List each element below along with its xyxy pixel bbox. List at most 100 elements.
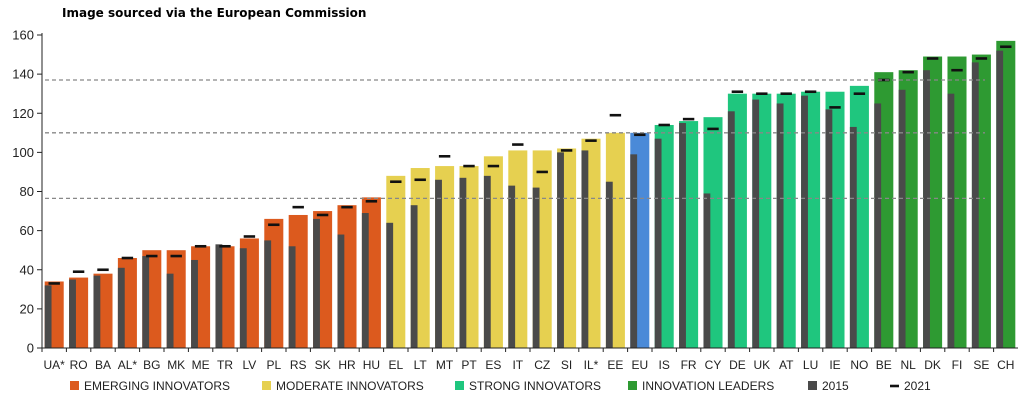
bar-2015-PL xyxy=(264,240,272,348)
x-tick-label: DE xyxy=(729,358,746,372)
legend-swatch-emerging xyxy=(70,381,79,390)
x-tick-label: RS xyxy=(290,358,307,372)
bar-2015-SI xyxy=(557,152,564,348)
bar-2015-PT xyxy=(459,177,467,348)
x-tick-label: IL* xyxy=(584,358,599,372)
x-tick-label: ES xyxy=(485,358,501,372)
bar-2015-IT xyxy=(508,185,516,348)
y-tick-label: 140 xyxy=(12,67,34,82)
bar-2015-BA xyxy=(93,275,101,348)
x-tick-label: IE xyxy=(829,358,840,372)
x-tick-label: PL xyxy=(266,358,281,372)
x-tick-label: FR xyxy=(681,358,697,372)
x-tick-label: LV xyxy=(243,358,257,372)
bar-2015-EE xyxy=(605,181,613,348)
bar-2015-MT xyxy=(435,179,442,348)
y-tick-label: 60 xyxy=(20,223,34,238)
x-tick-label: LU xyxy=(803,358,818,372)
x-tick-label: DK xyxy=(924,358,941,372)
legend-label-emerging: EMERGING INNOVATORS xyxy=(84,379,230,393)
x-tick-label: UK xyxy=(753,358,770,372)
bar-2015-HR xyxy=(337,234,345,348)
y-tick-label: 20 xyxy=(20,301,34,316)
x-tick-label: NO xyxy=(850,358,868,372)
x-tick-label: SK xyxy=(315,358,331,372)
bar-2015-UA xyxy=(44,285,52,348)
x-tick-label: MK xyxy=(167,358,185,372)
x-tick-label: CY xyxy=(705,358,722,372)
y-tick-label: 80 xyxy=(20,184,34,199)
y-tick-label: 0 xyxy=(27,341,34,356)
bar-2015-FI xyxy=(947,93,955,348)
x-tick-label: EL xyxy=(388,358,403,372)
bar-2015-IE xyxy=(825,109,833,349)
bar-2015-SE xyxy=(971,62,979,348)
bar-2015-EU xyxy=(630,154,638,348)
legend-swatch-strong xyxy=(455,381,464,390)
bar-2015-IS xyxy=(654,138,662,348)
bar-2015-NO xyxy=(849,126,857,348)
x-tick-label: NL xyxy=(901,358,917,372)
bar-2015-AL xyxy=(117,267,125,348)
x-tick-label: HU xyxy=(363,358,380,372)
x-tick-label: SE xyxy=(973,358,989,372)
bar-2015-LU xyxy=(801,95,808,348)
bar-2015-BG xyxy=(142,256,150,348)
x-tick-label: EE xyxy=(607,358,623,372)
x-tick-label: IT xyxy=(512,358,523,372)
legend-label-strong: STRONG INNOVATORS xyxy=(469,379,601,393)
bar-2015-CZ xyxy=(532,187,540,348)
bar-2015-FR xyxy=(679,123,686,348)
bar-2015-ME xyxy=(191,259,198,348)
x-tick-label: BA xyxy=(95,358,111,372)
bar-2015-BE xyxy=(874,103,882,348)
x-tick-label: FI xyxy=(952,358,963,372)
y-tick-label: 40 xyxy=(20,262,34,277)
legend-swatch-moderate xyxy=(262,381,271,390)
bar-2015-UK xyxy=(752,99,760,349)
y-tick-label: 160 xyxy=(12,28,34,43)
x-tick-label: PT xyxy=(461,358,477,372)
x-tick-label: BG xyxy=(143,358,160,372)
x-tick-label: ME xyxy=(192,358,210,372)
bar-2015-EL xyxy=(386,222,394,348)
x-tick-label: LT xyxy=(414,358,428,372)
bar-2015-DK xyxy=(923,70,930,349)
x-tick-label: TR xyxy=(217,358,233,372)
bar-2015-MK xyxy=(166,273,174,348)
legend-swatch-bar2015 xyxy=(808,381,817,390)
x-tick-label: UA* xyxy=(44,358,66,372)
bar-2015-RO xyxy=(69,279,76,348)
y-tick-label: 100 xyxy=(12,145,34,160)
x-tick-label: CZ xyxy=(534,358,550,372)
x-tick-label: AT xyxy=(779,358,794,372)
bar-2015-AT xyxy=(776,103,784,348)
x-tick-label: MT xyxy=(436,358,454,372)
x-tick-label: IS xyxy=(659,358,670,372)
y-tick-label: 120 xyxy=(12,106,34,121)
bar-2015-RS xyxy=(288,246,296,348)
legend-label-marker2021: 2021 xyxy=(904,379,931,393)
x-tick-label: EU xyxy=(631,358,648,372)
x-tick-label: RO xyxy=(70,358,88,372)
bar-2015-NL xyxy=(898,89,906,349)
x-tick-label: AL* xyxy=(118,358,138,372)
legend-swatch-leaders xyxy=(628,381,637,390)
bar-2015-CH xyxy=(996,50,1004,349)
x-tick-label: BE xyxy=(876,358,892,372)
bar-2015-CY xyxy=(703,193,711,348)
image-caption: Image sourced via the European Commissio… xyxy=(62,6,367,20)
bar-2015-LV xyxy=(239,248,247,348)
bar-2015-LT xyxy=(410,205,418,348)
bar-2015-IL xyxy=(581,150,589,348)
bar-2015-HU xyxy=(361,213,369,348)
x-tick-label: CH xyxy=(997,358,1014,372)
bar-2015-TR xyxy=(215,244,223,348)
legend-label-leaders: INNOVATION LEADERS xyxy=(642,379,774,393)
bar-2015-ES xyxy=(483,175,491,348)
legend-label-moderate: MODERATE INNOVATORS xyxy=(276,379,424,393)
bar-2015-SK xyxy=(313,218,320,348)
x-tick-label: HR xyxy=(338,358,356,372)
